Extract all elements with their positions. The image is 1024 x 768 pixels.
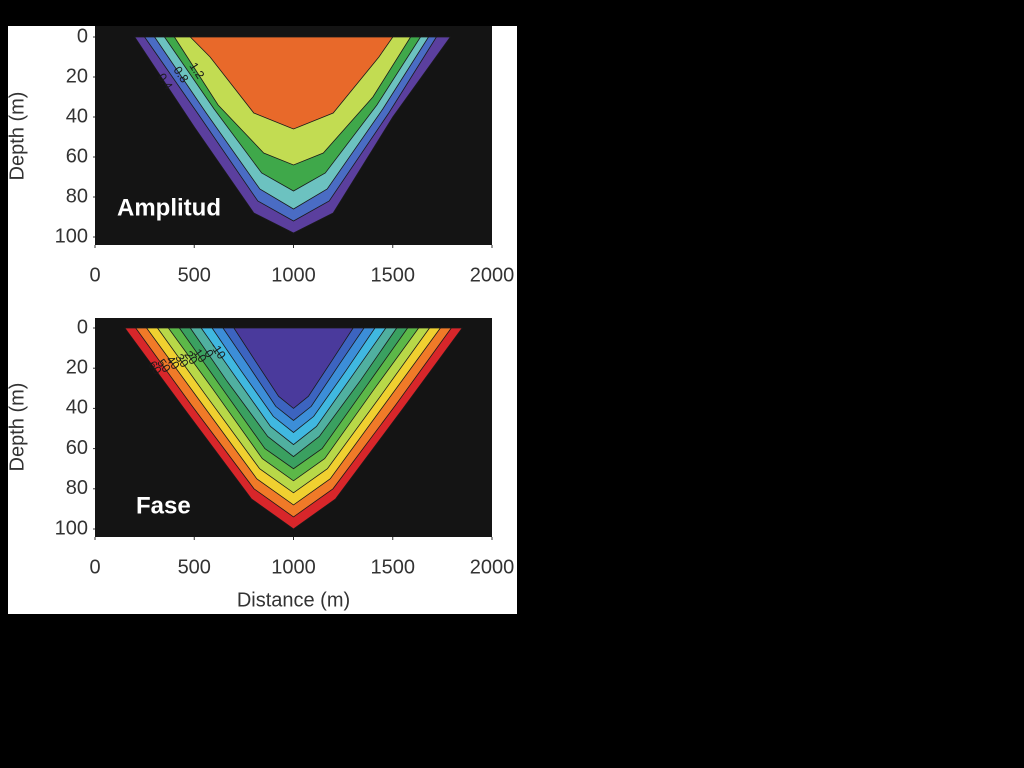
x-tick-label: 2000 xyxy=(470,556,515,578)
y-tick-label: 60 xyxy=(66,145,88,167)
panel-label: Fase xyxy=(136,492,191,519)
y-tick-label: 0 xyxy=(77,25,88,47)
y-tick-label: 20 xyxy=(66,356,88,378)
y-tick-label: 60 xyxy=(66,437,88,459)
y-tick-label: 80 xyxy=(66,185,88,207)
y-tick-label: 40 xyxy=(66,397,88,419)
x-tick-label: 0 xyxy=(89,264,100,286)
y-tick-label: 80 xyxy=(66,477,88,499)
x-axis-label: Distance (m) xyxy=(237,589,350,611)
y-tick-label: 100 xyxy=(55,225,88,247)
x-tick-label: 500 xyxy=(178,556,211,578)
y-axis-label: Depth (m) xyxy=(6,92,28,181)
y-tick-label: 0 xyxy=(77,316,88,338)
contour-fills: 0.40.81.2 xyxy=(133,36,452,234)
x-tick-label: 500 xyxy=(178,264,211,286)
y-tick-label: 20 xyxy=(66,65,88,87)
y-tick-label: 100 xyxy=(55,517,88,539)
y-tick-label: 40 xyxy=(66,105,88,127)
x-tick-label: 1500 xyxy=(371,264,416,286)
x-tick-label: 0 xyxy=(89,556,100,578)
contour-band xyxy=(233,327,354,409)
x-tick-label: 1000 xyxy=(271,264,316,286)
x-tick-label: 1500 xyxy=(371,556,416,578)
x-tick-label: 2000 xyxy=(470,264,515,286)
y-axis-label: Depth (m) xyxy=(6,383,28,472)
x-tick-label: 1000 xyxy=(271,556,316,578)
contour-band xyxy=(189,36,394,130)
panel-label: Amplitud xyxy=(117,194,221,221)
